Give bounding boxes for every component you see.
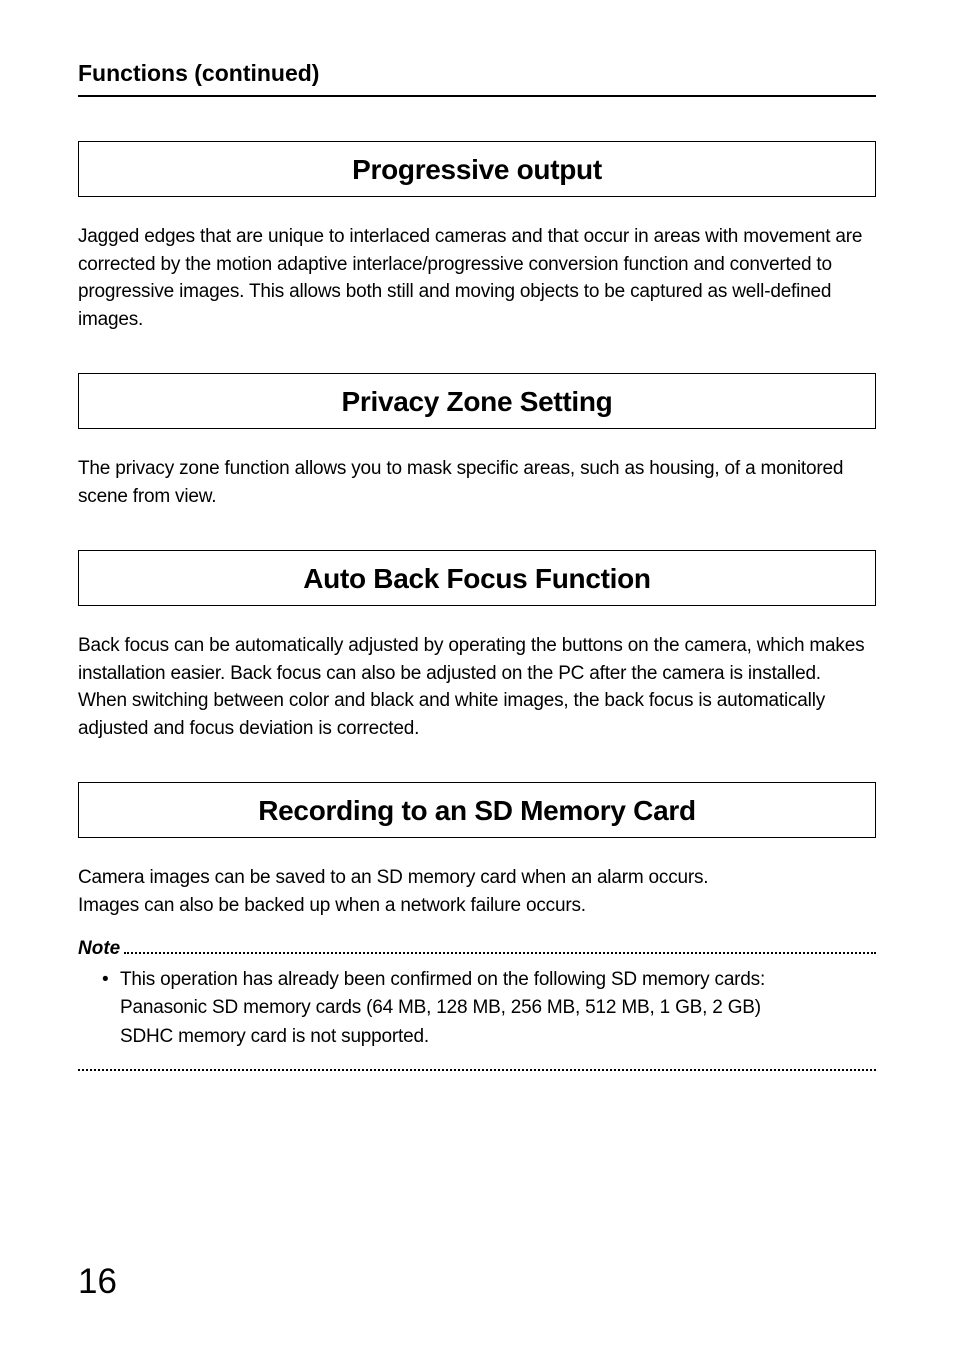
note-bullet: • This operation has already been confir…	[78, 966, 876, 1052]
section-body-recording: Camera images can be saved to an SD memo…	[78, 864, 876, 919]
page-number: 16	[78, 1262, 117, 1302]
section-title-recording: Recording to an SD Memory Card	[78, 782, 876, 838]
bullet-line-2: Panasonic SD memory cards (64 MB, 128 MB…	[120, 994, 876, 1023]
bullet-content: This operation has already been confirme…	[120, 966, 876, 1052]
section-title-autoback: Auto Back Focus Function	[78, 550, 876, 606]
note-label: Note	[78, 938, 120, 960]
note-dots-leader	[124, 944, 876, 954]
bullet-marker: •	[102, 966, 120, 1052]
page-header: Functions (continued)	[78, 60, 876, 97]
section-title-progressive: Progressive output	[78, 141, 876, 197]
bullet-line-3: SDHC memory card is not supported.	[120, 1023, 876, 1052]
note-row: Note	[78, 938, 876, 960]
section-body-privacy: The privacy zone function allows you to …	[78, 455, 876, 510]
section-body-progressive: Jagged edges that are unique to interlac…	[78, 223, 876, 333]
note-closing-dots	[78, 1069, 876, 1071]
bullet-line-1: This operation has already been confirme…	[120, 966, 876, 995]
section-title-privacy: Privacy Zone Setting	[78, 373, 876, 429]
section-body-autoback: Back focus can be automatically adjusted…	[78, 632, 876, 742]
